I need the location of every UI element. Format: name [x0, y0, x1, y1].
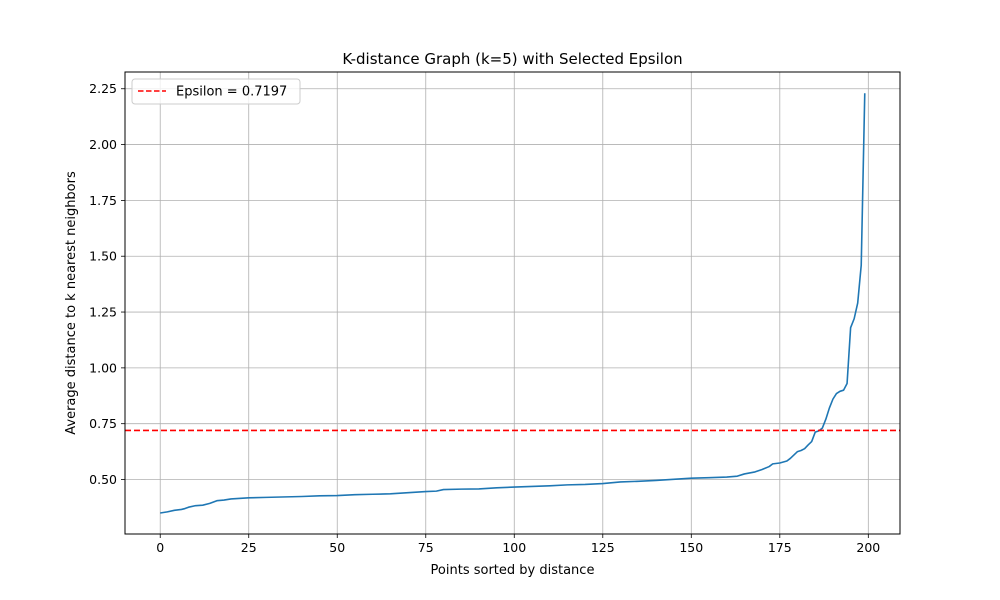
x-tick-label: 50 [329, 540, 345, 555]
y-tick-label: 1.50 [89, 249, 117, 264]
y-tick-label: 1.75 [89, 193, 117, 208]
x-tick-label: 25 [241, 540, 257, 555]
y-tick-label: 0.75 [89, 416, 117, 431]
y-tick-label: 2.00 [89, 137, 117, 152]
k-distance-line [160, 93, 866, 514]
x-tick-label: 75 [418, 540, 434, 555]
y-tick-label: 0.50 [89, 472, 117, 487]
y-tick-label: 2.25 [89, 81, 117, 96]
x-tick-label: 200 [856, 540, 880, 555]
axis-ticks: 0 25 50 75 100 125 150 175 200 0.50 0.75 1.00 1.25 1.… [89, 81, 880, 555]
legend-box [131, 78, 301, 105]
chart-title: K-distance Graph (k=5) with Selected Eps… [342, 50, 682, 68]
x-tick-label: 125 [591, 540, 615, 555]
x-axis-label: Points sorted by distance [431, 563, 595, 578]
plot-area-data [125, 93, 900, 514]
x-tick-label: 0 [156, 540, 164, 555]
grid-lines [125, 72, 900, 534]
y-tick-label: 1.00 [89, 360, 117, 375]
y-axis-label: Average distance to k nearest neighbors [64, 171, 79, 435]
x-tick-label: 175 [768, 540, 792, 555]
legend-epsilon-label: Epsilon = 0.7197 [176, 85, 287, 100]
x-tick-label: 150 [679, 540, 703, 555]
legend: Epsilon = 0.7197 [131, 78, 301, 105]
x-tick-label: 100 [502, 540, 526, 555]
y-tick-label: 1.25 [89, 305, 117, 320]
plot-frame [124, 71, 901, 535]
